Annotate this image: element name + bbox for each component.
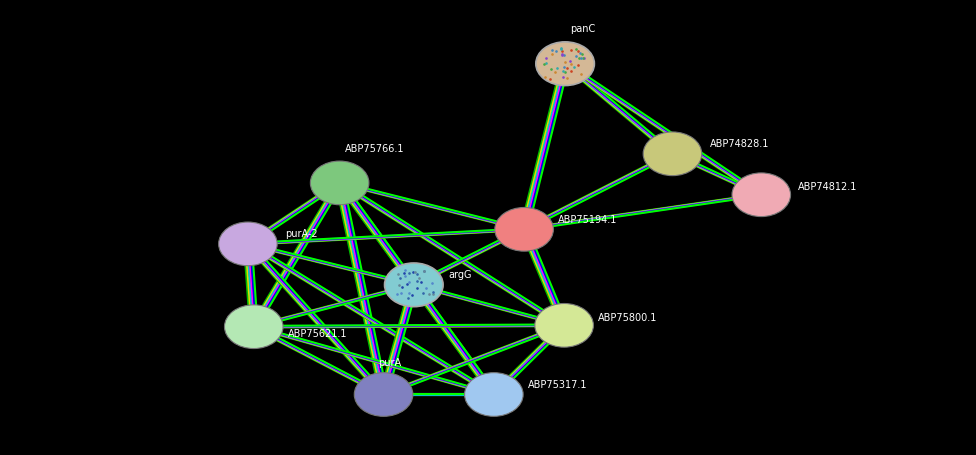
- Text: purA-2: purA-2: [285, 229, 317, 239]
- Text: ABP75621.1: ABP75621.1: [288, 329, 347, 339]
- Text: ABP75766.1: ABP75766.1: [345, 144, 404, 154]
- Ellipse shape: [732, 173, 791, 217]
- Ellipse shape: [465, 373, 523, 416]
- Ellipse shape: [643, 132, 702, 176]
- Ellipse shape: [354, 373, 413, 416]
- Text: ABP74812.1: ABP74812.1: [798, 182, 858, 192]
- Ellipse shape: [224, 305, 283, 349]
- Text: ABP75194.1: ABP75194.1: [558, 215, 618, 225]
- Text: argG: argG: [448, 270, 471, 280]
- Ellipse shape: [495, 207, 553, 251]
- Ellipse shape: [536, 42, 594, 86]
- Ellipse shape: [310, 161, 369, 205]
- Text: purA: purA: [378, 358, 401, 368]
- Ellipse shape: [219, 222, 277, 266]
- Text: ABP74828.1: ABP74828.1: [710, 139, 769, 149]
- Text: panC: panC: [570, 24, 595, 34]
- Ellipse shape: [385, 263, 443, 307]
- Text: ABP75317.1: ABP75317.1: [528, 380, 588, 390]
- Ellipse shape: [535, 303, 593, 347]
- Text: ABP75800.1: ABP75800.1: [598, 313, 658, 323]
